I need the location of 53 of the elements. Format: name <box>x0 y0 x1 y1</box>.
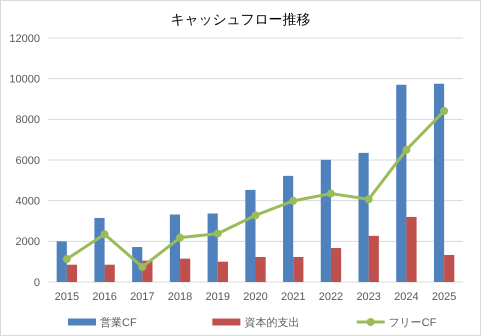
point <box>252 211 260 220</box>
bar <box>170 214 180 282</box>
y-tick-label: 6000 <box>16 154 40 167</box>
x-tick-label: 2017 <box>130 291 155 303</box>
bar <box>368 236 379 282</box>
point <box>138 262 146 271</box>
x-tick-label: 2023 <box>356 291 381 303</box>
legend-label: 資本的支出 <box>244 316 300 329</box>
point <box>100 230 109 238</box>
bar <box>358 152 369 282</box>
bar <box>434 84 444 282</box>
point <box>176 234 184 242</box>
bar <box>283 176 294 282</box>
point <box>440 106 448 115</box>
y-tick-label: 8000 <box>16 114 40 126</box>
y-tick-label: 4000 <box>16 196 40 208</box>
point <box>364 195 373 204</box>
bar <box>330 248 342 282</box>
point <box>326 190 335 198</box>
bar <box>218 262 228 282</box>
bar <box>180 258 190 282</box>
x-tick-label: 2022 <box>318 291 344 303</box>
point <box>62 255 71 264</box>
bar <box>104 264 115 282</box>
x-tick-label: 2024 <box>394 291 419 303</box>
bar <box>256 256 266 282</box>
bar <box>320 160 331 282</box>
chart-title: キャッシュフロー推移 <box>170 11 310 27</box>
y-tick-label: 10000 <box>9 74 40 86</box>
legend-label: 営業CF <box>100 316 137 329</box>
y-tick-label: 12000 <box>9 32 40 45</box>
bar <box>66 264 78 282</box>
legend-label: フリーCF <box>388 316 437 329</box>
point <box>402 146 410 154</box>
x-tick-label: 2018 <box>168 291 192 303</box>
x-tick-label: 2019 <box>206 291 230 303</box>
bar <box>293 256 304 282</box>
y-tick-label: 2000 <box>16 236 40 248</box>
y-tick-label: 0 <box>34 276 40 289</box>
bar <box>56 241 67 282</box>
bar <box>245 190 256 282</box>
bar <box>406 216 417 282</box>
x-tick-label: 2020 <box>243 291 268 303</box>
x-tick-label: 2025 <box>432 291 456 303</box>
point <box>289 196 298 205</box>
x-tick-label: 2016 <box>92 291 117 303</box>
point <box>214 230 222 238</box>
bar <box>444 254 454 282</box>
x-tick-label: 2015 <box>54 291 80 303</box>
bar <box>208 213 218 282</box>
x-tick-label: 2021 <box>280 291 306 303</box>
bar <box>396 84 406 282</box>
bar <box>94 218 105 282</box>
